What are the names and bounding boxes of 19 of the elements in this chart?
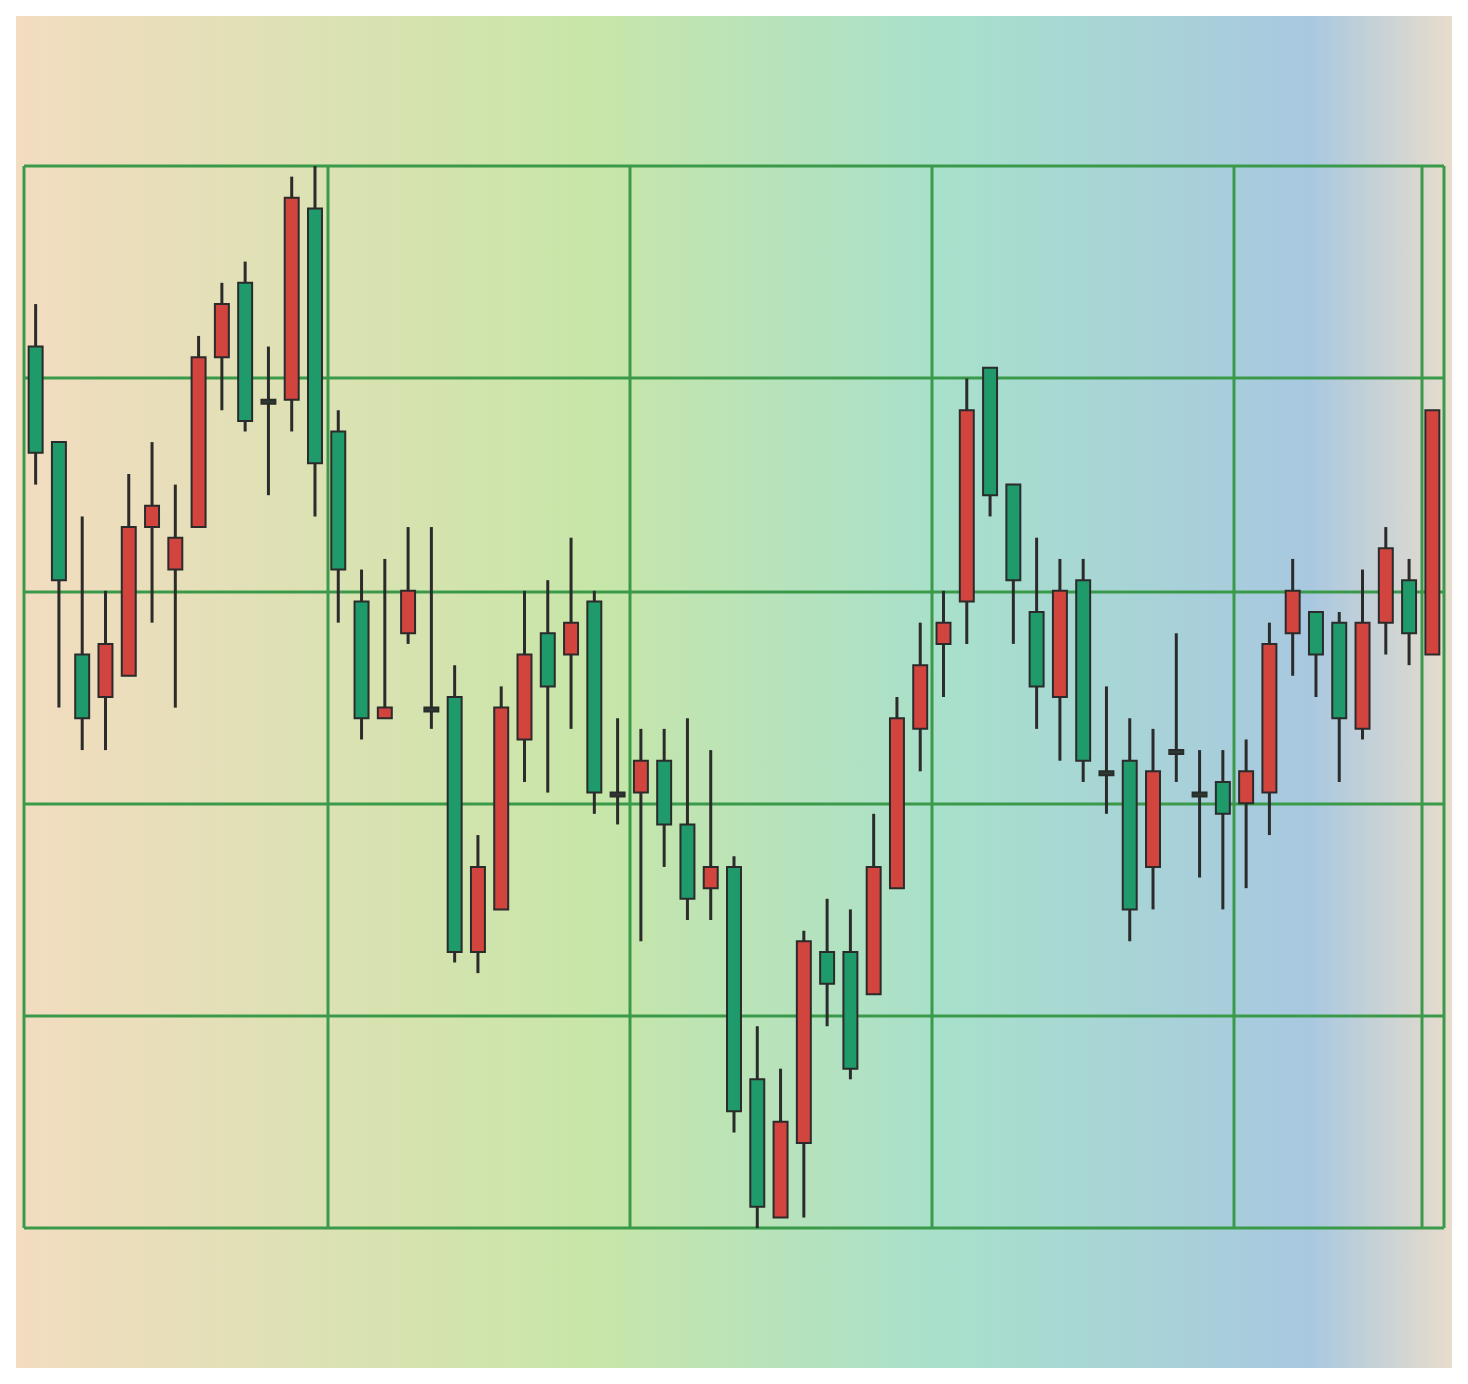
- candlestick: [1191, 748, 1208, 880]
- candlestick: [144, 440, 161, 625]
- candlestick: [819, 897, 836, 1028]
- candlestick: [563, 536, 580, 731]
- candlestick: [260, 345, 277, 497]
- candlestick: [1214, 748, 1231, 911]
- candlestick: [632, 727, 649, 943]
- candlestick: [702, 748, 719, 922]
- candlestick: [1168, 631, 1185, 784]
- candlestick: [1098, 684, 1115, 816]
- candlestick: [400, 525, 417, 646]
- candlestick: [1238, 737, 1255, 890]
- candlestick: [423, 525, 440, 731]
- candlestick: [609, 716, 626, 826]
- candlestick: [167, 483, 184, 710]
- candlestick: [1307, 610, 1324, 699]
- candlestick: [1284, 557, 1301, 678]
- candlestick: [376, 557, 393, 720]
- candlestick: [935, 589, 952, 699]
